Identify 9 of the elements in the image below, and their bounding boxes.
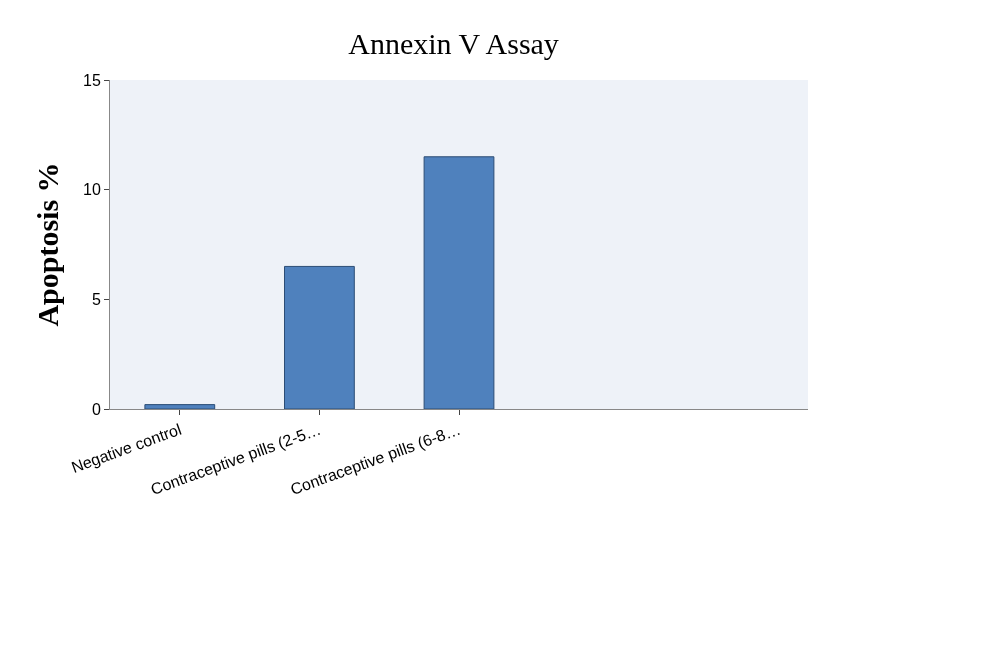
bar bbox=[284, 265, 355, 409]
bar bbox=[144, 404, 216, 409]
y-tick-label: 10 bbox=[83, 181, 101, 199]
y-tick-label: 5 bbox=[91, 290, 101, 308]
y-axis-title: Apoptosis % bbox=[31, 162, 64, 327]
bar bbox=[423, 156, 495, 409]
y-tick-label: 0 bbox=[91, 400, 101, 418]
y-tick-label: 15 bbox=[83, 71, 101, 89]
chart-title: Annexin V Assay bbox=[348, 26, 559, 60]
